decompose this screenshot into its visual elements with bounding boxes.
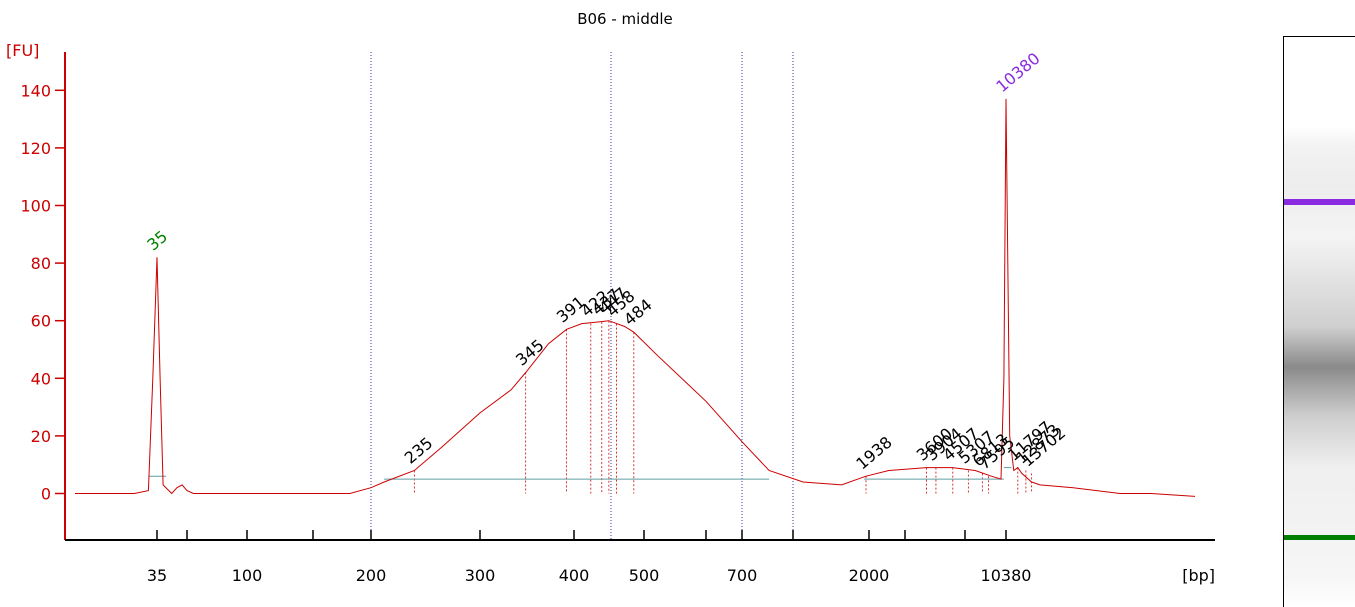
peak-label-345: 345: [512, 335, 548, 369]
y-tick-label: 0: [41, 485, 51, 504]
lower-marker-band: [1284, 535, 1355, 540]
y-tick-label: 60: [31, 312, 51, 331]
x-tick-label: 200: [356, 566, 387, 585]
gel-lane: [1283, 36, 1355, 607]
x-tick-label: 35: [147, 566, 167, 585]
x-axis-label: [bp]: [1182, 566, 1215, 585]
y-tick-label: 140: [20, 81, 51, 100]
x-tick-label: 100: [232, 566, 263, 585]
y-tick-label: 120: [20, 139, 51, 158]
peak-label-235: 235: [401, 433, 437, 467]
y-tick-label: 100: [20, 197, 51, 216]
x-tick-label: 400: [559, 566, 590, 585]
y-axis-label: [FU]: [6, 41, 39, 60]
x-tick-label: 300: [465, 566, 496, 585]
peak-drop-lines: [413, 320, 1033, 494]
y-axis: 0 20 40 60 80 100 120 140: [20, 52, 66, 540]
y-tick-label: 20: [31, 427, 51, 446]
peak-baselines: [148, 467, 1012, 480]
series-trace: [75, 98, 1196, 497]
peak-label-10380: 10380: [992, 49, 1043, 96]
upper-marker-band: [1284, 199, 1355, 205]
region-markers: [370, 52, 794, 540]
x-tick-label: 500: [629, 566, 660, 585]
x-axis: 35 100 200 300 400 500 700 2000 10380: [65, 530, 1215, 585]
x-tick-label: 10380: [981, 566, 1032, 585]
x-tick-label: 2000: [849, 566, 890, 585]
peak-label-35: 35: [143, 227, 171, 255]
y-tick-label: 80: [31, 254, 51, 273]
electropherogram: B06 - middle [FU] [bp] 0 20 40 60 80 100 120 14…: [6, 10, 1215, 585]
peak-label-1938: 1938: [852, 433, 895, 474]
x-tick-label: 700: [727, 566, 758, 585]
chart-title: B06 - middle: [577, 10, 673, 28]
y-tick-label: 40: [31, 369, 51, 388]
